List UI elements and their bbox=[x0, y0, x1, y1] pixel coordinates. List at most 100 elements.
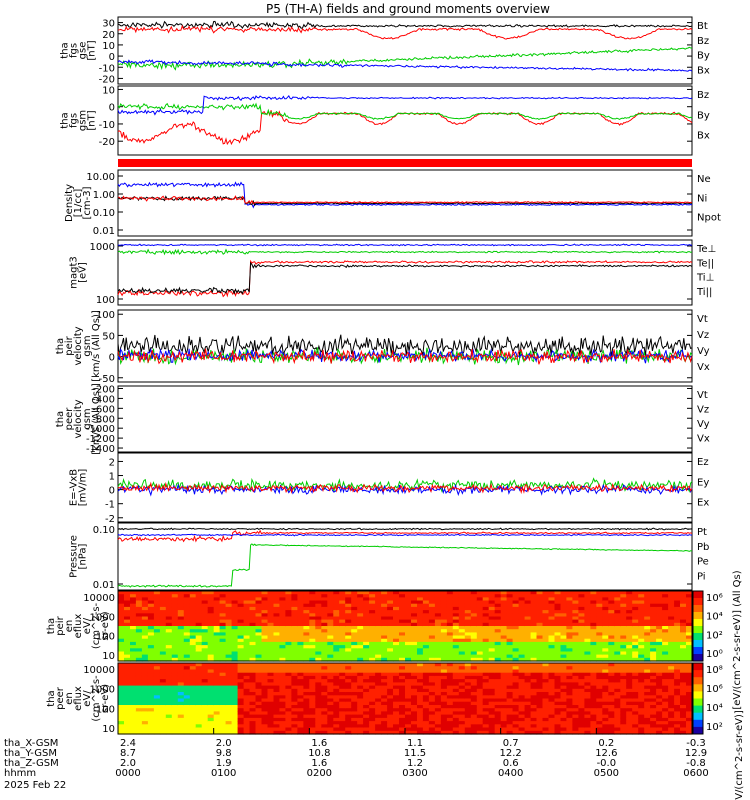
spec-cell bbox=[375, 714, 382, 719]
spec-cell bbox=[345, 682, 352, 687]
spec-cell bbox=[118, 711, 125, 716]
legend-vx: Vx bbox=[697, 362, 710, 373]
spec-cell bbox=[608, 708, 615, 712]
spec-cell bbox=[548, 610, 556, 614]
spec-cell bbox=[644, 711, 651, 716]
spec-cell bbox=[548, 682, 556, 687]
spec-cell bbox=[219, 730, 227, 735]
spec-cell bbox=[674, 698, 681, 703]
spec-cell bbox=[291, 600, 298, 605]
spec-cell bbox=[309, 663, 316, 667]
spec-cell bbox=[249, 619, 257, 624]
spec-cell bbox=[267, 669, 275, 674]
spec-cell bbox=[393, 654, 400, 659]
spec-cell bbox=[297, 619, 304, 624]
spec-cell bbox=[297, 622, 304, 627]
spec-cell bbox=[237, 663, 245, 667]
spec-cell bbox=[458, 721, 466, 725]
spec-cell bbox=[656, 622, 663, 627]
spec-cell bbox=[620, 714, 627, 719]
spec-cell bbox=[321, 701, 328, 706]
colorbar-cell bbox=[693, 613, 703, 617]
spec-cell bbox=[124, 610, 131, 614]
spec-cell bbox=[488, 730, 496, 735]
spec-cell bbox=[171, 638, 179, 643]
spec-cell bbox=[536, 708, 544, 712]
spec-cell bbox=[303, 695, 310, 700]
spec-cell bbox=[518, 727, 526, 732]
spec-cell bbox=[279, 666, 286, 670]
spec-cell bbox=[452, 635, 460, 640]
spec-cell bbox=[237, 591, 245, 595]
spec-cell bbox=[411, 685, 418, 690]
spec-cell bbox=[452, 606, 460, 611]
spec-cell bbox=[560, 717, 568, 722]
series-ti-perp bbox=[117, 259, 693, 298]
spec-cell bbox=[387, 600, 394, 605]
spec-cell bbox=[321, 594, 328, 598]
spec-cell bbox=[291, 705, 298, 709]
spec-cell bbox=[309, 629, 316, 633]
spec-cell bbox=[506, 635, 514, 640]
spec-cell bbox=[656, 641, 663, 646]
spec-cell bbox=[434, 613, 442, 618]
spec-cell bbox=[524, 692, 532, 696]
spec-cell bbox=[118, 610, 125, 614]
spec-cell bbox=[578, 632, 585, 637]
spec-cell bbox=[476, 698, 484, 703]
spec-cell bbox=[267, 610, 275, 614]
spec-cell bbox=[590, 711, 597, 716]
spec-cell bbox=[680, 635, 687, 640]
spec-cell bbox=[417, 597, 424, 602]
spec-cell bbox=[470, 613, 478, 618]
spec-cell bbox=[183, 682, 191, 687]
spec-cell bbox=[596, 641, 603, 646]
spec-cell bbox=[614, 606, 621, 611]
spec-cell bbox=[249, 613, 257, 618]
spec-cell bbox=[488, 651, 496, 656]
spec-cell bbox=[644, 663, 651, 667]
spec-cell bbox=[237, 641, 245, 646]
spec-cell bbox=[124, 619, 131, 624]
spec-cell bbox=[375, 675, 382, 680]
spec-cell bbox=[620, 711, 627, 716]
spec-cell bbox=[177, 717, 185, 722]
spec-cell bbox=[291, 679, 298, 683]
spec-cell bbox=[434, 645, 442, 649]
spec-cell bbox=[596, 679, 603, 683]
spec-cell bbox=[351, 692, 358, 696]
spec-cell bbox=[357, 632, 364, 637]
spec-cell bbox=[285, 657, 292, 662]
spec-cell bbox=[201, 679, 209, 683]
spec-cell bbox=[255, 629, 263, 633]
colorbar-cell bbox=[693, 641, 703, 645]
spec-cell bbox=[201, 616, 209, 621]
spec-cell bbox=[518, 692, 526, 696]
spec-cell bbox=[339, 730, 346, 735]
spec-cell bbox=[506, 610, 514, 614]
spec-cell bbox=[542, 632, 550, 637]
spec-cell bbox=[524, 641, 532, 646]
spec-cell bbox=[458, 692, 466, 696]
spec-cell bbox=[297, 692, 304, 696]
spec-cell bbox=[375, 727, 382, 732]
spec-cell bbox=[201, 632, 209, 637]
spec-cell bbox=[309, 648, 316, 653]
spec-cell bbox=[488, 672, 496, 677]
spec-cell bbox=[440, 711, 448, 716]
spec-cell bbox=[249, 669, 257, 674]
spec-cell bbox=[135, 619, 143, 624]
spec-cell bbox=[417, 711, 424, 716]
spec-cell bbox=[381, 669, 388, 674]
spec-cell bbox=[339, 594, 346, 598]
spec-cell bbox=[405, 622, 412, 627]
spec-cell bbox=[626, 597, 633, 602]
spec-cell bbox=[494, 594, 502, 598]
spec-cell bbox=[578, 688, 585, 693]
spec-cell bbox=[219, 714, 227, 719]
spec-cell bbox=[279, 663, 286, 667]
spec-cell bbox=[315, 651, 322, 656]
spec-cell bbox=[470, 622, 478, 627]
spec-cell bbox=[411, 663, 418, 667]
spec-cell bbox=[446, 616, 454, 621]
